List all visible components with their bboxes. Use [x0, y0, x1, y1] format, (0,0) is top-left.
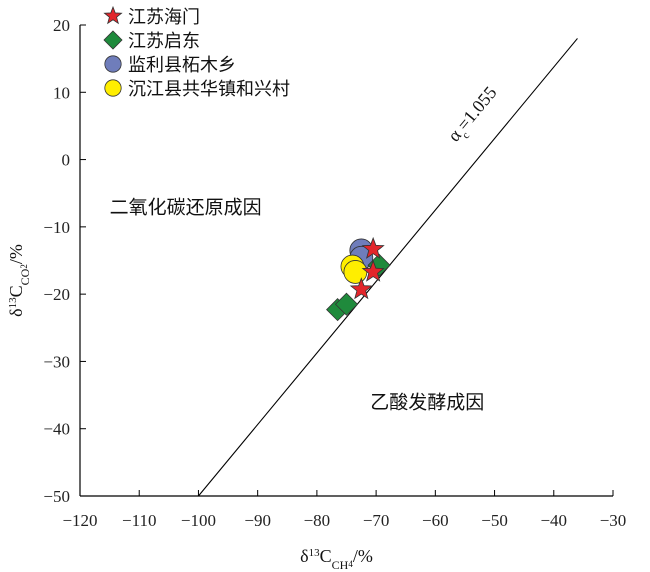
- x-tick-label: −80: [304, 511, 331, 530]
- region-annotation: 乙酸发酵成因: [370, 392, 484, 414]
- x-tick-label: −30: [600, 511, 627, 530]
- data-points: [326, 236, 391, 322]
- axes: [79, 25, 613, 497]
- star-marker: [361, 259, 385, 282]
- star-marker: [349, 277, 373, 300]
- x-tick-label: −120: [62, 511, 97, 530]
- y-tick-label: −40: [43, 420, 70, 439]
- circle-marker: [343, 260, 368, 284]
- y-ticks: −50 −40 −30 −20 −10 0 10 20: [43, 16, 86, 506]
- legend-circle-icon: [104, 79, 122, 97]
- y-axis-title: δ13CCO2/%: [6, 244, 32, 317]
- x-tick-label: −100: [181, 511, 216, 530]
- diamond-marker: [334, 292, 359, 316]
- x-tick-label: −40: [540, 511, 567, 530]
- y-tick-label: 10: [53, 83, 70, 102]
- x-tick-label: −110: [122, 511, 156, 530]
- legend-label: 监利县柘木乡: [128, 55, 236, 76]
- y-tick-label: −20: [43, 285, 70, 304]
- star-marker: [361, 236, 385, 259]
- x-ticks: −120 −110 −100 −90 −80 −70 −60 −50 −40 −30: [62, 490, 626, 530]
- legend-diamond-icon: [103, 30, 123, 50]
- y-tick-label: −30: [43, 352, 70, 371]
- y-tick-label: −50: [43, 487, 70, 506]
- x-axis-title: δ13CCH4/%: [300, 546, 373, 572]
- legend-star-icon: [103, 5, 123, 25]
- x-tick-label: −60: [422, 511, 449, 530]
- legend-label: 江苏启东: [128, 31, 200, 52]
- y-tick-label: −10: [43, 218, 70, 237]
- reference-line-label: αc=1.055: [444, 82, 505, 148]
- x-tick-label: −50: [481, 511, 508, 530]
- legend-circle-icon: [104, 55, 122, 73]
- x-tick-label: −90: [244, 511, 271, 530]
- region-annotation: 二氧化碳还原成因: [110, 196, 262, 218]
- x-tick-label: −70: [363, 511, 390, 530]
- legend-label: 沉江县共华镇和兴村: [128, 79, 290, 100]
- y-tick-label: 0: [62, 151, 71, 170]
- legend-label: 江苏海门: [128, 7, 200, 28]
- diamond-marker: [367, 253, 391, 277]
- y-tick-label: 20: [53, 16, 70, 35]
